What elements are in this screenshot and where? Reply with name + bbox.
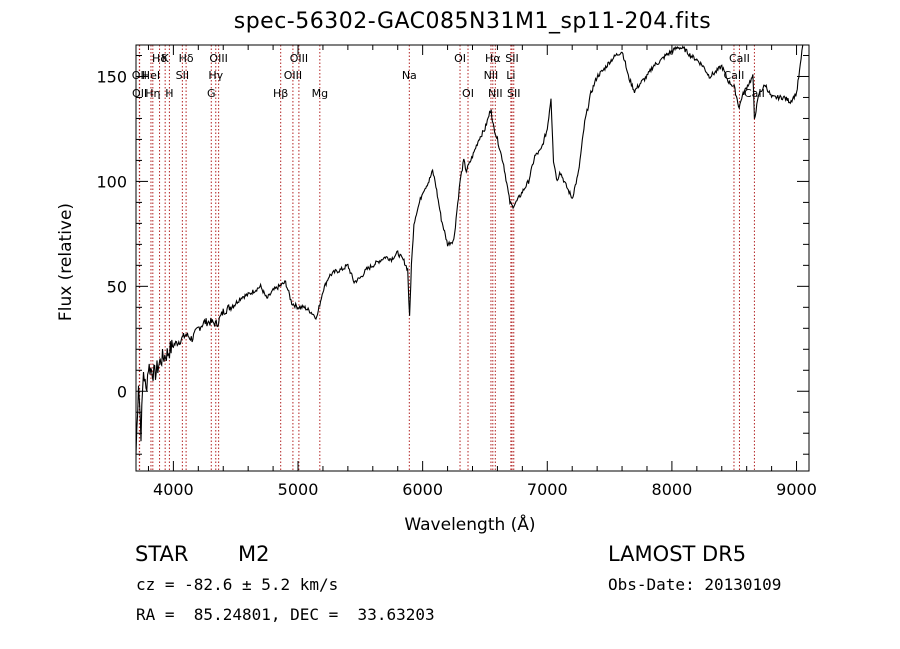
line-label: Hα (485, 52, 501, 65)
spectrum-line (135, 44, 804, 455)
y-tick-label: 50 (107, 277, 127, 296)
y-tick-label: 100 (96, 172, 127, 191)
star-class: STAR (135, 542, 189, 566)
line-label: OIII (290, 52, 308, 65)
y-tick-label: 0 (117, 382, 127, 401)
line-label: NII (484, 69, 499, 82)
line-label: OI (462, 87, 474, 100)
line-label: Hβ (273, 87, 288, 100)
x-axis-label: Wavelength (Å) (404, 513, 535, 535)
line-label: CaII (724, 69, 745, 82)
line-marker-group (138, 45, 755, 471)
line-label: NII (488, 87, 503, 100)
line-label: HeI (142, 69, 160, 82)
star-subclass: M2 (238, 542, 270, 566)
chart-title: spec-56302-GAC085N31M1_sp11-204.fits (233, 9, 712, 34)
line-label: Mg (312, 87, 328, 100)
line-label: Li (506, 69, 515, 82)
x-tick-label: 9000 (776, 480, 817, 499)
line-label: CaII (729, 52, 750, 65)
line-label: OIII (284, 69, 302, 82)
line-label: Hη (145, 87, 160, 100)
x-tick-label: 8000 (652, 480, 693, 499)
coordinates: RA = 85.24801, DEC = 33.63203 (136, 605, 435, 624)
line-label: SII (507, 87, 520, 100)
line-label: Hδ (152, 52, 167, 65)
line-label: H (165, 87, 173, 100)
axis-tick-labels: 4000 5000 6000 7000 8000 9000 0 50 100 150 (96, 67, 816, 499)
x-tick-label: 6000 (402, 480, 443, 499)
x-tick-label: 7000 (527, 480, 568, 499)
line-label: G (207, 87, 216, 100)
survey-name: LAMOST DR5 (608, 542, 747, 566)
line-label: Hγ (208, 69, 223, 82)
y-axis-label: Flux (relative) (56, 203, 76, 321)
x-tick-label: 5000 (278, 480, 319, 499)
line-label: Na (402, 69, 417, 82)
obs-date: Obs-Date: 20130109 (608, 575, 782, 594)
line-label: SII (176, 69, 189, 82)
cz-value: cz = -82.6 ± 5.2 km/s (136, 575, 339, 594)
axis-ticks (136, 45, 809, 471)
y-tick-label: 150 (96, 67, 127, 86)
plot-frame (135, 44, 810, 472)
x-tick-label: 4000 (153, 480, 194, 499)
line-label: SII (505, 52, 518, 65)
line-label: Hδ (179, 52, 194, 65)
line-label: K (162, 52, 170, 65)
line-label: OI (454, 52, 466, 65)
line-label: OIII (209, 52, 227, 65)
